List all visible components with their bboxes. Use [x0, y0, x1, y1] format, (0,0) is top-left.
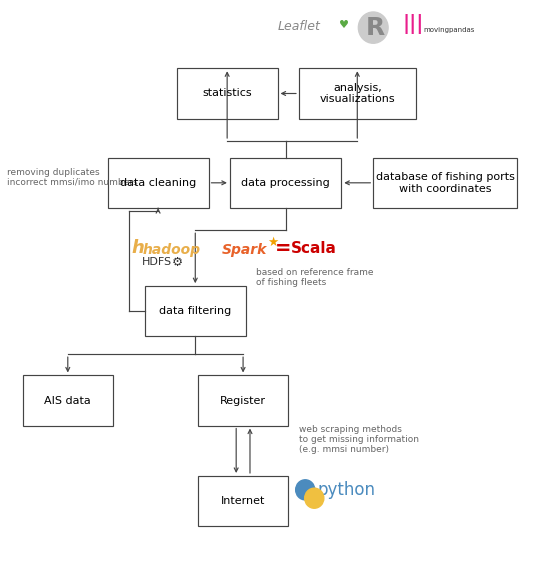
FancyBboxPatch shape [108, 158, 209, 208]
Text: HDFS: HDFS [142, 257, 172, 267]
FancyBboxPatch shape [230, 158, 341, 208]
FancyBboxPatch shape [373, 158, 517, 208]
FancyBboxPatch shape [177, 68, 278, 118]
Text: h: h [132, 239, 144, 257]
FancyBboxPatch shape [22, 375, 113, 426]
Text: Internet: Internet [221, 496, 265, 506]
FancyBboxPatch shape [198, 375, 288, 426]
Text: hadoop: hadoop [142, 243, 200, 257]
Text: web scraping methods
to get missing information
(e.g. mmsi number): web scraping methods to get missing info… [299, 425, 419, 454]
Text: data processing: data processing [241, 178, 330, 188]
Text: Spark: Spark [222, 243, 267, 257]
Text: statistics: statistics [202, 89, 252, 99]
Text: analysis,
visualizations: analysis, visualizations [319, 82, 395, 104]
Text: ★: ★ [267, 236, 278, 249]
Text: database of fishing ports
with coordinates: database of fishing ports with coordinat… [376, 172, 514, 194]
Circle shape [296, 480, 315, 500]
Text: ⚙: ⚙ [171, 256, 182, 269]
Text: removing duplicates
incorrect mmsi/imo numbers: removing duplicates incorrect mmsi/imo n… [7, 168, 137, 187]
Circle shape [358, 12, 388, 43]
Text: R: R [365, 16, 385, 40]
FancyBboxPatch shape [145, 286, 246, 337]
Text: |||: ||| [402, 13, 424, 34]
Text: AIS data: AIS data [44, 396, 91, 406]
Text: based on reference frame
of fishing fleets: based on reference frame of fishing flee… [256, 268, 374, 287]
Text: data filtering: data filtering [159, 306, 232, 316]
Text: data cleaning: data cleaning [120, 178, 196, 188]
Text: Scala: Scala [291, 241, 337, 256]
Text: Register: Register [220, 396, 266, 406]
FancyBboxPatch shape [198, 476, 288, 526]
Text: movingpandas: movingpandas [424, 27, 475, 34]
FancyBboxPatch shape [299, 68, 416, 118]
Text: =: = [275, 239, 292, 258]
Text: python: python [317, 481, 376, 499]
Circle shape [305, 488, 324, 508]
Text: Leaflet: Leaflet [278, 20, 320, 33]
Text: ♥: ♥ [339, 20, 349, 30]
